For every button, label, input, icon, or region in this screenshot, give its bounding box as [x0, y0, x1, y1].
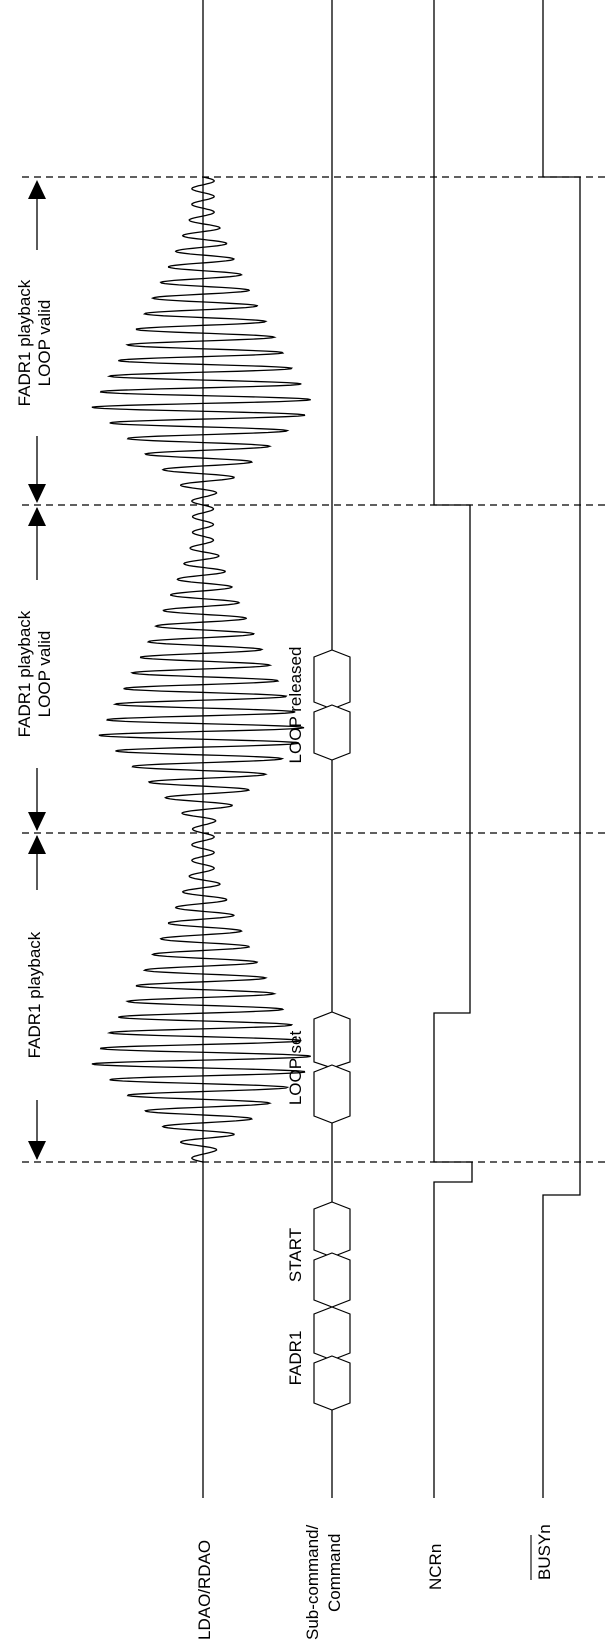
- signal-label-command-line2: Command: [325, 1534, 344, 1612]
- cmd-loop-released-cell-b: [313, 704, 351, 761]
- busy-waveform: [542, 0, 581, 1498]
- phase1-label: FADR1 playback: [25, 931, 44, 1058]
- cmd-fadr1-cell-b: [313, 1355, 351, 1411]
- signal-label-ncr: NCRn: [426, 1544, 445, 1590]
- phase2-label-line1: FADR1 playback: [15, 610, 34, 737]
- signal-label-busy: BUSYn: [535, 1524, 554, 1580]
- signal-label-audio-out: LDAO/RDAO: [195, 1540, 214, 1640]
- cmd-loop-set-cell-b: [313, 1064, 351, 1124]
- ncr-waveform: [433, 0, 473, 1498]
- audio-waveform: [91, 176, 311, 1163]
- phase1-arrow: [28, 835, 46, 1160]
- cmd-fadr1-label: FADR1: [286, 1331, 305, 1386]
- cmd-start-label: START: [286, 1228, 305, 1282]
- phase2-label-line2: LOOP valid: [35, 631, 54, 718]
- cmd-start-cell-a: [313, 1201, 351, 1258]
- cmd-start-cell-b: [313, 1252, 351, 1308]
- signal-label-command-line1: Sub-command/: [303, 1524, 322, 1640]
- phase3-label-line2: LOOP valid: [35, 300, 54, 387]
- phase3-label-line1: FADR1 playback: [15, 279, 34, 406]
- cmd-loop-released-label: LOOP released: [286, 647, 305, 764]
- cmd-fadr1-cell-a: [313, 1306, 351, 1361]
- cmd-loop-released-cell-a: [313, 649, 351, 710]
- cmd-loop-set-cell-a: [313, 1011, 351, 1069]
- cmd-loop-set-label: LOOP set: [286, 1031, 305, 1106]
- phase3-arrow: [28, 180, 46, 503]
- phase2-arrow: [28, 507, 46, 831]
